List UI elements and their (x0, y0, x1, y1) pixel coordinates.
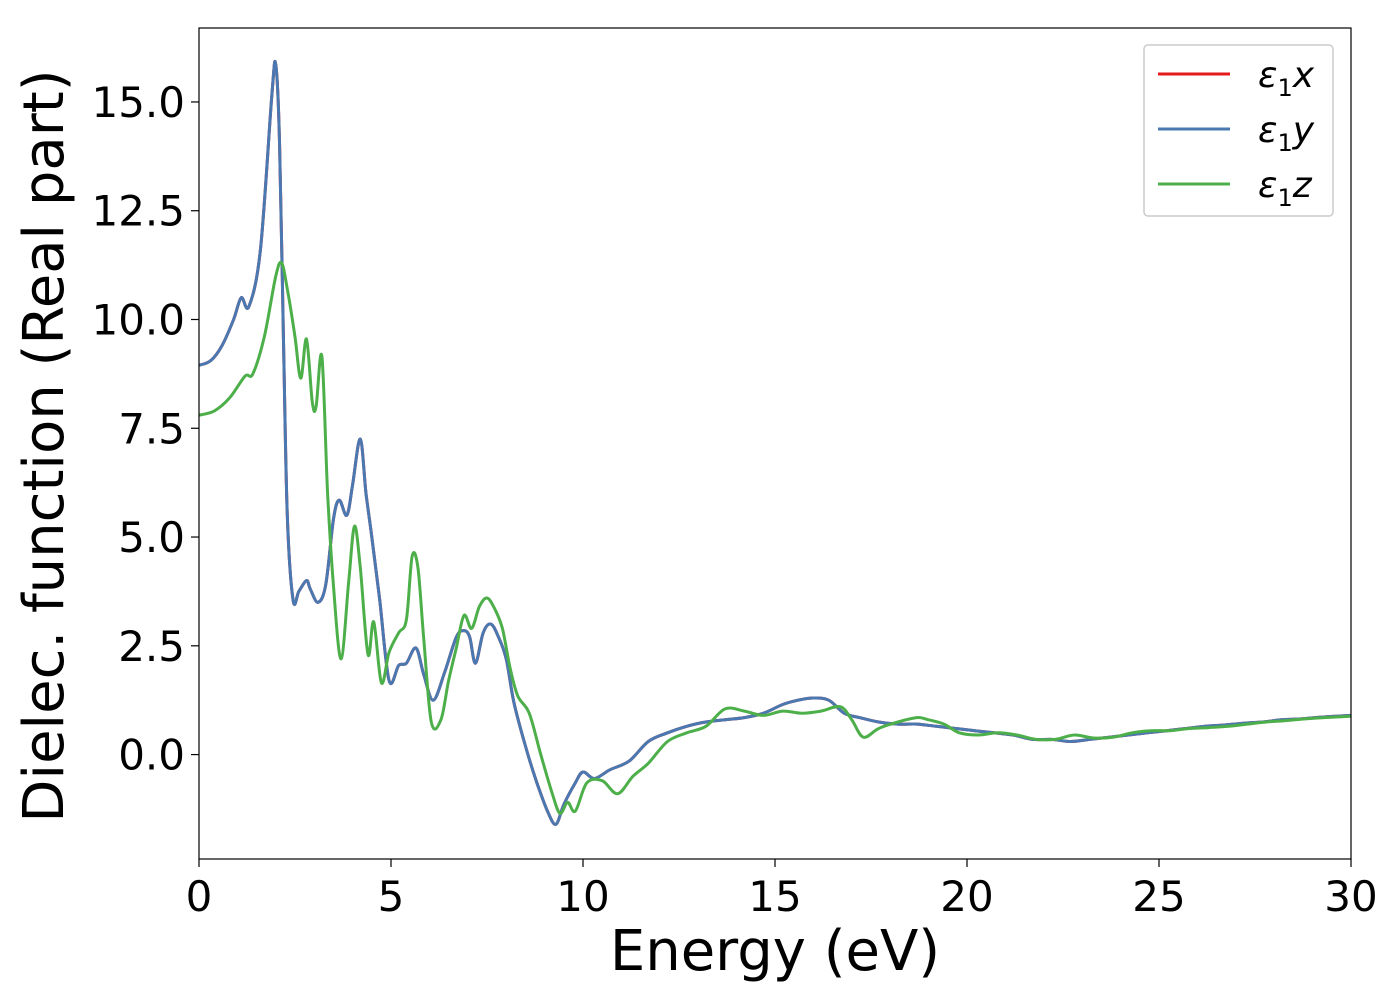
legend-label-z: ε1z (1258, 165, 1313, 212)
y-tick-label: 10.0 (91, 296, 185, 345)
x-tick-label: 20 (940, 872, 993, 921)
x-tick-label: 15 (748, 872, 801, 921)
legend-label-y: ε1y (1258, 110, 1315, 157)
legend-box (1143, 44, 1334, 217)
x-tick-label: 10 (556, 872, 609, 921)
y-tick-label: 15.0 (91, 78, 185, 127)
x-tick-label: 0 (186, 872, 213, 921)
y-tick-label: 5.0 (118, 513, 185, 562)
x-tick-label: 5 (378, 872, 405, 921)
x-tick-label: 30 (1324, 872, 1377, 921)
x-tick-label: 25 (1132, 872, 1185, 921)
series-group (198, 59, 1352, 826)
y-tick-label: 0.0 (118, 731, 185, 780)
legend: ε1x ε1y ε1z (1143, 44, 1334, 217)
y-tick-label: 7.5 (118, 404, 185, 453)
y-tick-label: 2.5 (118, 622, 185, 671)
x-axis-title: Energy (eV) (610, 919, 940, 984)
y-axis-title: Dielec. function (Real part) (12, 69, 77, 822)
legend-label-x: ε1x (1258, 55, 1315, 102)
y-tick-label: 12.5 (91, 187, 185, 236)
series-line-z (198, 260, 1352, 815)
y-axis-ticks: 0.0 2.5 5.0 7.5 10.0 12.5 15.0 (91, 78, 199, 780)
x-axis-ticks: 0 5 10 15 20 25 30 (186, 859, 1378, 921)
